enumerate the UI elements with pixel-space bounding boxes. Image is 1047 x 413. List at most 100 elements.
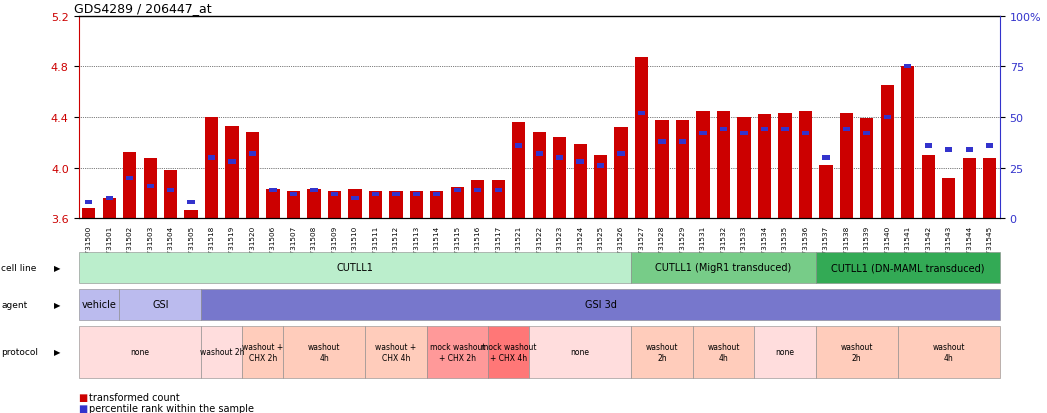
Text: CUTLL1 (DN-MAML transduced): CUTLL1 (DN-MAML transduced): [831, 262, 984, 273]
Bar: [246, 133, 260, 219]
Bar: [901, 67, 914, 219]
Bar: [249, 152, 257, 157]
Bar: [574, 144, 586, 219]
Text: protocol: protocol: [1, 348, 38, 356]
Text: mock washout
+ CHX 4h: mock washout + CHX 4h: [481, 342, 536, 362]
Bar: [533, 133, 545, 219]
Bar: [147, 184, 154, 189]
Bar: [187, 200, 195, 205]
Text: none: none: [131, 348, 150, 356]
Text: vehicle: vehicle: [82, 299, 116, 310]
Bar: [597, 164, 604, 169]
Bar: [164, 171, 177, 219]
Bar: [843, 128, 850, 132]
Bar: [184, 210, 198, 219]
Bar: [678, 140, 686, 144]
Text: washout +
CHX 4h: washout + CHX 4h: [375, 342, 417, 362]
Bar: [884, 116, 891, 120]
Text: washout
4h: washout 4h: [707, 342, 740, 362]
Text: washout
4h: washout 4h: [933, 342, 965, 362]
Bar: [512, 123, 526, 219]
Text: transformed count: transformed count: [89, 392, 180, 402]
Bar: [85, 200, 92, 205]
Bar: [819, 166, 832, 219]
Bar: [778, 114, 792, 219]
Text: washout
2h: washout 2h: [841, 342, 873, 362]
Bar: [494, 188, 502, 193]
Text: CUTLL1: CUTLL1: [336, 262, 374, 273]
Bar: [372, 192, 379, 197]
Bar: [720, 128, 727, 132]
Bar: [962, 158, 976, 219]
Bar: [225, 126, 239, 219]
Bar: [228, 160, 236, 164]
Bar: [492, 181, 505, 219]
Bar: [615, 128, 628, 219]
Text: CUTLL1 (MigR1 transduced): CUTLL1 (MigR1 transduced): [655, 262, 792, 273]
Text: percentile rank within the sample: percentile rank within the sample: [89, 403, 254, 413]
Bar: [143, 158, 157, 219]
Bar: [881, 86, 894, 219]
Bar: [450, 187, 464, 219]
Text: ▶: ▶: [54, 263, 61, 272]
Bar: [577, 160, 584, 164]
Bar: [331, 192, 338, 197]
Bar: [328, 191, 341, 219]
Text: washout
4h: washout 4h: [308, 342, 340, 362]
Bar: [413, 192, 420, 197]
Bar: [106, 197, 113, 201]
Bar: [659, 140, 666, 144]
Bar: [781, 128, 788, 132]
Bar: [594, 156, 607, 219]
Bar: [758, 115, 771, 219]
Bar: [352, 197, 358, 201]
Text: none: none: [571, 348, 589, 356]
Bar: [103, 199, 116, 219]
Bar: [905, 65, 911, 69]
Bar: [802, 132, 809, 136]
Text: ▶: ▶: [54, 300, 61, 309]
Bar: [205, 118, 218, 219]
Bar: [717, 112, 730, 219]
Text: ▶: ▶: [54, 348, 61, 356]
Bar: [921, 156, 935, 219]
Bar: [676, 120, 689, 219]
Bar: [369, 191, 382, 219]
Bar: [536, 152, 542, 157]
Bar: [389, 191, 402, 219]
Bar: [266, 190, 280, 219]
Bar: [308, 190, 320, 219]
Bar: [618, 152, 625, 157]
Bar: [269, 188, 276, 193]
Bar: [433, 192, 441, 197]
Bar: [986, 144, 994, 148]
Bar: [761, 128, 768, 132]
Bar: [699, 132, 707, 136]
Bar: [638, 112, 645, 116]
Text: ■: ■: [79, 392, 88, 402]
Bar: [740, 132, 748, 136]
Text: cell line: cell line: [1, 263, 37, 272]
Bar: [861, 119, 873, 219]
Bar: [82, 209, 95, 219]
Bar: [474, 188, 482, 193]
Bar: [737, 118, 751, 219]
Bar: [409, 191, 423, 219]
Text: none: none: [776, 348, 795, 356]
Bar: [822, 156, 829, 160]
Bar: [124, 153, 136, 219]
Bar: [840, 114, 853, 219]
Bar: [430, 191, 444, 219]
Bar: [696, 112, 710, 219]
Bar: [942, 178, 955, 219]
Text: GSI: GSI: [152, 299, 169, 310]
Bar: [799, 112, 812, 219]
Bar: [515, 144, 522, 148]
Text: GDS4289 / 206447_at: GDS4289 / 206447_at: [74, 2, 211, 15]
Bar: [634, 58, 648, 219]
Text: agent: agent: [1, 300, 27, 309]
Bar: [553, 138, 566, 219]
Bar: [287, 191, 300, 219]
Bar: [925, 144, 932, 148]
Bar: [556, 156, 563, 160]
